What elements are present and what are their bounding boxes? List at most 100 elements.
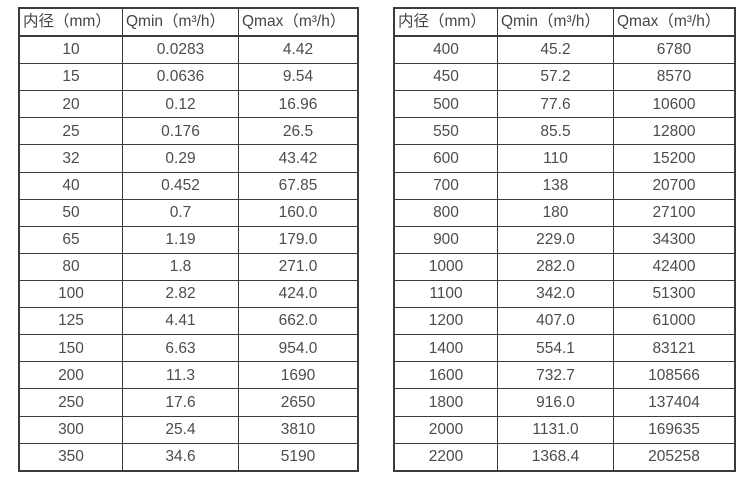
table-row: 65 1.19 179.0 [18,225,359,254]
table-cell: 5190 [238,442,359,472]
table-cell: 732.7 [497,361,614,390]
table-cell: 169635 [613,415,736,444]
table-cell: 83121 [613,334,736,363]
table-cell: 40 [18,171,123,200]
table-row: 550 85.5 12800 [393,117,736,146]
column-header-2: Qmax（m³/h） [613,7,736,37]
table-cell: 1.19 [122,225,239,254]
table-cell: 51300 [613,279,736,309]
table-cell: 100 [18,279,123,309]
table-row: 80 1.8 271.0 [18,252,359,282]
table-row: 600 110 15200 [393,144,736,173]
table-cell: 9.54 [238,63,359,92]
table-cell: 6780 [613,35,736,65]
table-cell: 1800 [393,388,498,417]
table-cell: 550 [393,117,498,146]
table-row: 1800 916.0 137404 [393,388,736,417]
table-row: 350 34.6 5190 [18,442,359,472]
table-row: 100 2.82 424.0 [18,279,359,309]
table-cell: 0.29 [122,144,239,173]
table-cell: 0.7 [122,198,239,227]
table-cell: 1100 [393,279,498,309]
table-row: 2200 1368.4 205258 [393,442,736,472]
table-cell: 2650 [238,388,359,417]
table-row: 50 0.7 160.0 [18,198,359,227]
table-cell: 25 [18,117,123,146]
table-cell: 15 [18,63,123,92]
table-cell: 1600 [393,361,498,390]
table-row: 25 0.176 26.5 [18,117,359,146]
table-cell: 1.8 [122,252,239,282]
table-cell: 11.3 [122,361,239,390]
table-cell: 1400 [393,334,498,363]
table-cell: 20700 [613,171,736,200]
table-row: 40 0.452 67.85 [18,171,359,200]
table-cell: 954.0 [238,334,359,363]
column-header-0: 内径（mm） [393,7,498,37]
flow-spec-table-large-diameters: 内径（mm） Qmin（m³/h） Qmax（m³/h） 400 45.2 6780 450… [393,7,736,472]
table-row: 150 6.63 954.0 [18,334,359,363]
table-cell: 50 [18,198,123,227]
table-row: 800 180 27100 [393,198,736,227]
table-cell: 42400 [613,252,736,282]
table-cell: 662.0 [238,307,359,336]
table-cell: 6.63 [122,334,239,363]
table-cell: 34300 [613,225,736,254]
table-cell: 342.0 [497,279,614,309]
table-cell: 2200 [393,442,498,472]
table-cell: 424.0 [238,279,359,309]
table-cell: 450 [393,63,498,92]
table-cell: 16.96 [238,90,359,119]
table-cell: 8570 [613,63,736,92]
table-cell: 10 [18,35,123,65]
table-cell: 1000 [393,252,498,282]
table-row: 10 0.0283 4.42 [18,35,359,65]
table-row: 500 77.6 10600 [393,90,736,119]
table-cell: 27100 [613,198,736,227]
table-row: 15 0.0636 9.54 [18,63,359,92]
table-cell: 500 [393,90,498,119]
table-row: 1200 407.0 61000 [393,307,736,336]
table-row: 32 0.29 43.42 [18,144,359,173]
header-row: 内径（mm） Qmin（m³/h） Qmax（m³/h） [18,7,359,37]
table-cell: 137404 [613,388,736,417]
table-cell: 77.6 [497,90,614,119]
table-cell: 25.4 [122,415,239,444]
header-row: 内径（mm） Qmin（m³/h） Qmax（m³/h） [393,7,736,37]
table-cell: 3810 [238,415,359,444]
table-row: 700 138 20700 [393,171,736,200]
table-row: 1000 282.0 42400 [393,252,736,282]
table-cell: 45.2 [497,35,614,65]
table-row: 250 17.6 2650 [18,388,359,417]
table-cell: 205258 [613,442,736,472]
table-cell: 67.85 [238,171,359,200]
flow-spec-table-small-diameters: 内径（mm） Qmin（m³/h） Qmax（m³/h） 10 0.0283 4.42 15… [18,7,359,472]
table-row: 450 57.2 8570 [393,63,736,92]
table-cell: 800 [393,198,498,227]
table-cell: 1368.4 [497,442,614,472]
table-row: 900 229.0 34300 [393,225,736,254]
table-cell: 200 [18,361,123,390]
table-cell: 179.0 [238,225,359,254]
table-row: 1100 342.0 51300 [393,279,736,309]
table-cell: 229.0 [497,225,614,254]
table-cell: 2.82 [122,279,239,309]
table-cell: 1131.0 [497,415,614,444]
table-row: 1600 732.7 108566 [393,361,736,390]
table-cell: 350 [18,442,123,472]
table-cell: 125 [18,307,123,336]
column-header-2: Qmax（m³/h） [238,7,359,37]
table-cell: 554.1 [497,334,614,363]
table-cell: 300 [18,415,123,444]
table-cell: 271.0 [238,252,359,282]
table-cell: 400 [393,35,498,65]
column-header-0: 内径（mm） [18,7,123,37]
table-cell: 12800 [613,117,736,146]
table-cell: 1200 [393,307,498,336]
table-cell: 0.0636 [122,63,239,92]
table-cell: 0.12 [122,90,239,119]
table-cell: 4.41 [122,307,239,336]
table-cell: 160.0 [238,198,359,227]
table-cell: 108566 [613,361,736,390]
table-row: 200 11.3 1690 [18,361,359,390]
